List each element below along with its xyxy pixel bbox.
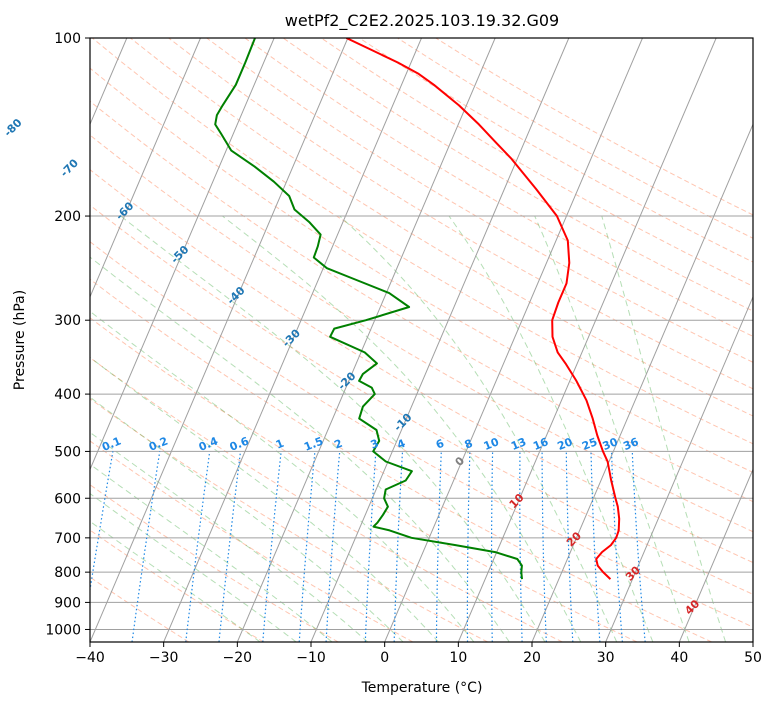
x-tick-label: 30 (597, 650, 615, 666)
x-tick-label: −30 (149, 650, 179, 666)
y-axis-title: Pressure (hPa) (12, 290, 28, 390)
dry-adiabat (90, 529, 264, 642)
x-tick-label: 10 (449, 650, 467, 666)
dry-adiabat (90, 241, 753, 628)
mixing-ratio-label: 25 (580, 435, 599, 453)
isotherm-line (457, 38, 717, 642)
moist-adiabat (90, 396, 404, 642)
dry-adiabat (90, 67, 753, 473)
x-tick-label: 0 (380, 650, 389, 666)
moist-adiabat (448, 215, 654, 642)
dry-adiabat (90, 357, 563, 642)
x-tick-label: −20 (223, 650, 253, 666)
moist-adiabat (90, 310, 475, 642)
chart-title: wetPf2_C2E2.2025.103.19.32.G09 (285, 11, 559, 31)
mixing-ratio-label: 20 (555, 435, 574, 453)
isotherm-line (236, 38, 496, 642)
dry-adiabat (90, 169, 753, 564)
mixing-ratio-line (185, 451, 211, 642)
moist-adiabat (90, 520, 261, 642)
temperature-profile (345, 38, 621, 580)
isotherm-line (90, 38, 275, 471)
isotherm-line (163, 38, 422, 642)
isotherm-line (531, 123, 753, 642)
mixing-ratio-label: 30 (601, 435, 620, 453)
moist-adiabat (534, 215, 690, 642)
mixing-ratio-line (262, 451, 282, 642)
mixing-ratio-label: 16 (531, 435, 550, 453)
y-tick-label: 500 (54, 444, 81, 460)
sounding-profiles (214, 38, 621, 580)
moist-adiabat (120, 215, 546, 642)
y-tick-label: 400 (54, 387, 81, 403)
dry-adiabat (90, 100, 753, 503)
mixing-ratio-label: 1 (274, 437, 286, 452)
plot-frame (89, 37, 754, 643)
dry-adiabat (168, 38, 753, 390)
y-tick-label: 700 (54, 531, 81, 547)
moist-adiabat (90, 256, 510, 642)
y-tick-label: 100 (54, 31, 81, 47)
mixing-ratio-label: 8 (463, 437, 475, 452)
x-tick-label: −10 (296, 650, 326, 666)
moist-adiabat (90, 356, 439, 642)
dry-adiabat (130, 38, 753, 417)
dry-adiabat (90, 278, 712, 642)
x-tick-label: 40 (670, 650, 688, 666)
dry-adiabat (90, 484, 339, 642)
dewpoint-profile (214, 38, 523, 580)
dry-adiabat (206, 38, 753, 363)
isotherm-line (310, 38, 570, 642)
dry-adiabat (244, 38, 753, 337)
dry-adiabat (90, 204, 753, 595)
x-axis-title: Temperature (°C) (361, 680, 483, 696)
mixing-ratio-label: 36 (621, 435, 640, 453)
isotherm-line (678, 468, 753, 642)
isotherm-line (90, 38, 201, 299)
isotherm-line (90, 38, 349, 642)
x-tick-label: 50 (744, 650, 762, 666)
mixing-ratio-label: 13 (509, 435, 528, 453)
mixing-ratio-label: 3 (369, 437, 381, 452)
moist-adiabat (222, 215, 582, 642)
y-tick-label: 800 (54, 565, 81, 581)
mixing-ratio-line (218, 451, 242, 642)
mixing-ratio-label: 10 (482, 435, 501, 453)
y-tick-label: 600 (54, 491, 81, 507)
moist-adiabat (339, 215, 618, 642)
moist-adiabat (90, 463, 333, 642)
dry-adiabat (90, 134, 753, 533)
x-tick-label: −40 (75, 650, 105, 666)
isotherm-line (605, 295, 753, 642)
x-tick-label: 20 (523, 650, 541, 666)
axes: −40 −30 −20 −10 0 10 20 30 40 50 100 200 300 400 500 60… (45, 31, 762, 666)
y-tick-label: 900 (54, 595, 81, 611)
mixing-ratio-line (90, 451, 114, 594)
moist-adiabat (601, 215, 727, 642)
mixing-ratio-line (131, 451, 161, 642)
y-tick-label: 200 (54, 209, 81, 225)
y-tick-label: 1000 (45, 622, 81, 638)
background-lines (90, 38, 753, 642)
y-tick-label: 300 (54, 313, 81, 329)
dry-adiabat (90, 398, 488, 642)
mixing-ratio-label: 2 (332, 437, 344, 452)
dry-adiabat (90, 317, 638, 642)
